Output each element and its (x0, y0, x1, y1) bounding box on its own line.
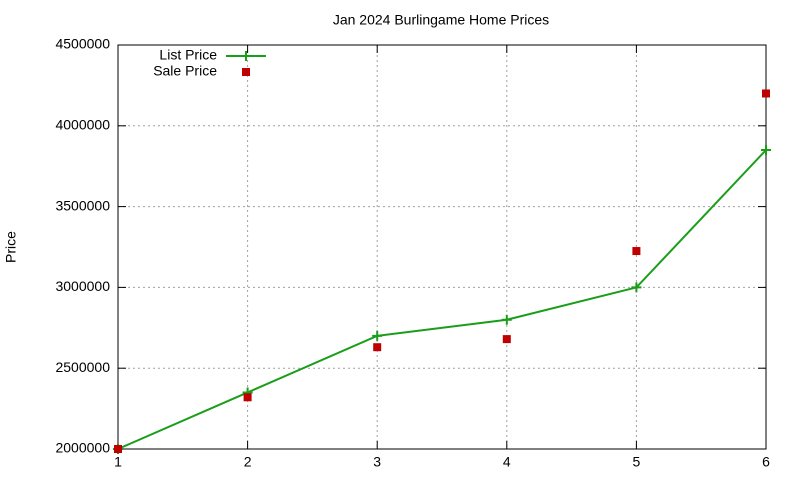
x-tick-label: 6 (762, 454, 770, 470)
y-tick-label: 4000000 (55, 117, 110, 133)
point-marker (114, 445, 122, 453)
plot-border (117, 44, 767, 450)
y-tick-label: 2500000 (55, 359, 110, 375)
x-tick-label: 1 (114, 454, 122, 470)
y-tick-label: 3000000 (55, 278, 110, 294)
series-line (117, 149, 767, 450)
point-marker (372, 330, 383, 341)
point-marker (762, 89, 770, 98)
x-tick-label: 4 (503, 454, 511, 470)
point-marker (761, 145, 771, 156)
x-tick-label: 5 (633, 454, 641, 470)
x-tick-label: 2 (244, 454, 252, 470)
point-marker (631, 282, 642, 293)
legend-label: Sale Price (153, 63, 217, 79)
x-tick-label: 3 (373, 454, 381, 470)
y-tick-label: 3500000 (55, 197, 110, 213)
point-marker (373, 343, 382, 352)
point-marker (243, 393, 252, 402)
legend-label: List Price (159, 47, 217, 63)
point-marker (632, 247, 641, 256)
chart-title: Jan 2024 Burlingame Home Prices (333, 12, 549, 28)
point-marker (501, 314, 512, 325)
legend-marker (242, 68, 250, 76)
y-tick-label: 2000000 (55, 440, 110, 456)
point-marker (502, 335, 511, 344)
y-tick-label: 4500000 (55, 36, 110, 52)
legend-marker (241, 51, 251, 61)
y-axis-label: Price (3, 231, 19, 263)
